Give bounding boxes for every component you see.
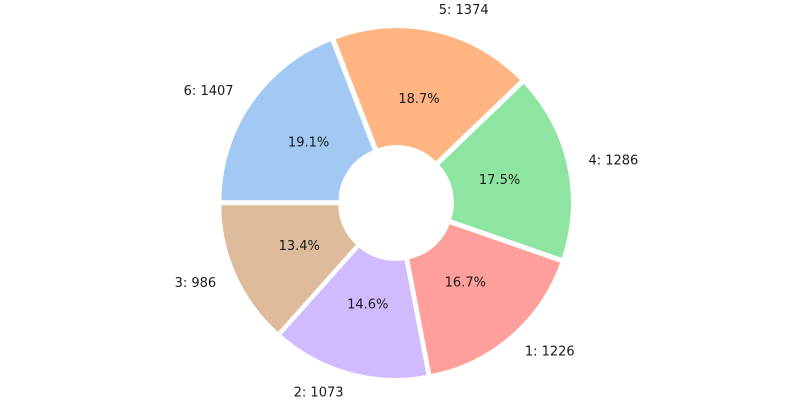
slice-percent-label: 14.6% [347, 298, 388, 313]
slice-category-label: 5: 1374 [439, 3, 489, 18]
slice-percent-label: 19.1% [288, 136, 329, 151]
slice-percent-label: 13.4% [279, 239, 320, 254]
slice-percent-label: 16.7% [445, 276, 486, 291]
slice-percent-label: 17.5% [479, 173, 520, 188]
slice-category-label: 1: 1226 [525, 345, 575, 360]
slice-category-label: 2: 1073 [294, 385, 344, 400]
percent-labels-group: 13.4% 14.6% 16.7% 17.5% 18.7% 19.1% [279, 92, 521, 313]
category-labels-group: 3: 986 2: 1073 1: 1226 4: 1286 5: 1374 6: 140… [175, 3, 639, 400]
pie-slice [278, 244, 429, 380]
pie-slice [333, 26, 523, 165]
pie-slice [219, 203, 359, 335]
pie-slice [436, 81, 573, 261]
slice-category-label: 4: 1286 [588, 153, 638, 168]
pie-slice [219, 38, 376, 203]
slices-group [219, 26, 573, 380]
slice-percent-label: 18.7% [398, 92, 439, 107]
slice-category-label: 6: 1407 [184, 84, 234, 99]
pie-slice [406, 221, 563, 377]
slice-category-label: 3: 986 [175, 276, 217, 291]
